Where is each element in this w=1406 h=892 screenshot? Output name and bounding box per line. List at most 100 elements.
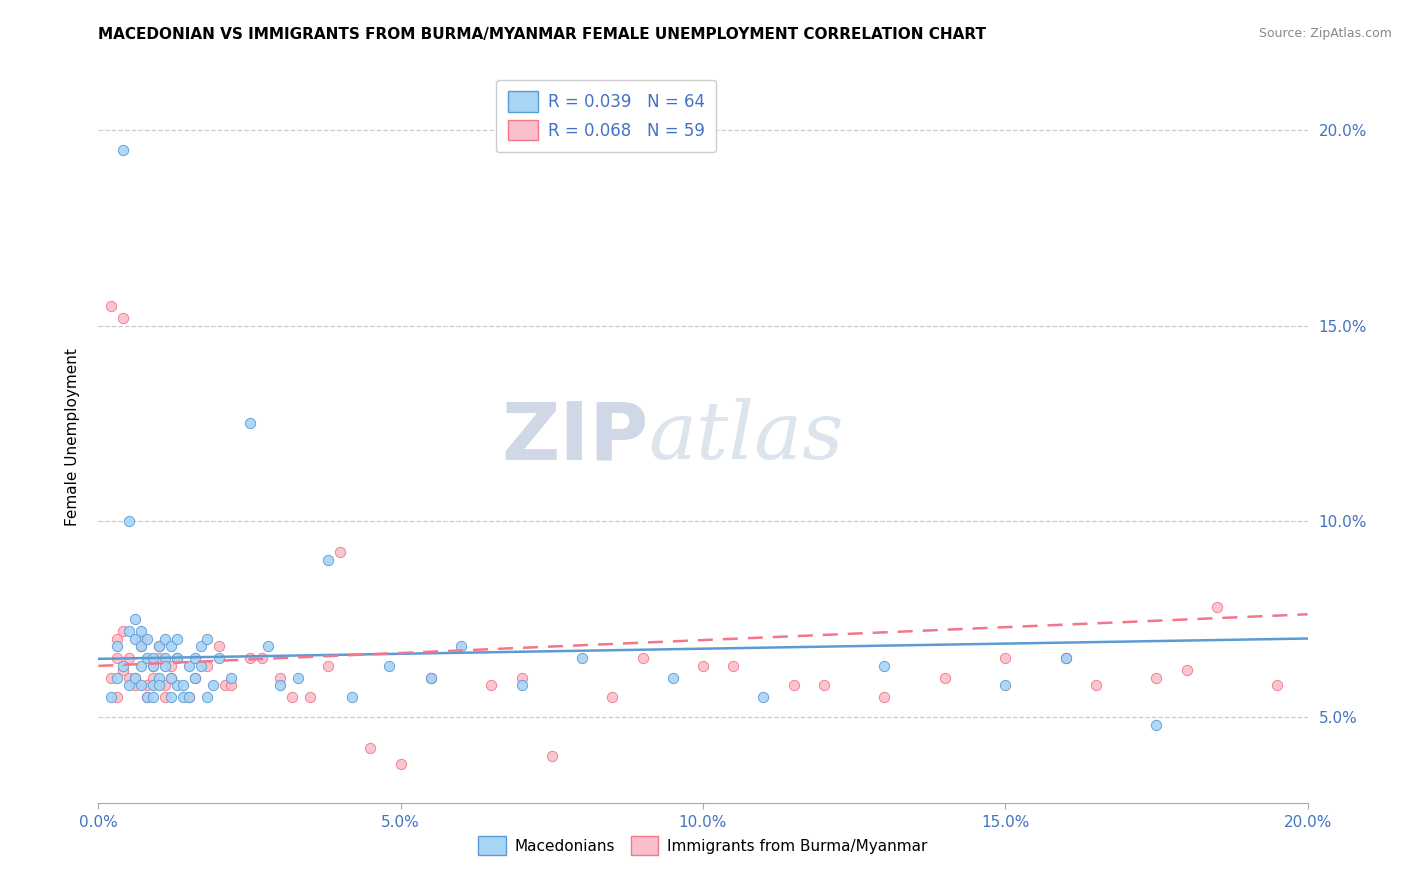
Point [105, 690, 128, 705]
Point [129, 659, 152, 673]
Point [873, 690, 896, 705]
Point [420, 671, 443, 685]
Point [118, 678, 141, 692]
Point [124, 671, 146, 685]
Point [813, 678, 835, 692]
Point [316, 553, 339, 567]
Point [160, 690, 183, 705]
Point [269, 678, 291, 692]
Point [100, 690, 122, 705]
Point [179, 690, 201, 705]
Point [172, 678, 194, 692]
Y-axis label: Female Unemployment: Female Unemployment [65, 348, 80, 526]
Point [994, 651, 1017, 665]
Point [1206, 600, 1229, 615]
Point [179, 690, 201, 705]
Point [873, 659, 896, 673]
Point [661, 671, 683, 685]
Point [153, 632, 176, 646]
Point [510, 678, 533, 692]
Point [287, 671, 309, 685]
Point [105, 640, 128, 654]
Point [166, 651, 188, 665]
Point [281, 690, 304, 705]
Point [450, 640, 472, 654]
Point [105, 651, 128, 665]
Point [299, 690, 322, 705]
Point [1267, 678, 1289, 692]
Point [160, 640, 183, 654]
Point [148, 671, 170, 685]
Point [148, 678, 170, 692]
Point [118, 671, 141, 685]
Point [1144, 717, 1167, 731]
Point [129, 624, 152, 638]
Point [184, 671, 207, 685]
Point [135, 678, 157, 692]
Point [208, 640, 231, 654]
Text: atlas: atlas [648, 399, 844, 475]
Point [316, 659, 339, 673]
Point [481, 678, 503, 692]
Point [571, 651, 593, 665]
Point [153, 690, 176, 705]
Point [602, 690, 624, 705]
Point [420, 671, 443, 685]
Point [752, 690, 775, 705]
Point [142, 651, 165, 665]
Point [1054, 651, 1077, 665]
Point [142, 659, 165, 673]
Point [129, 632, 152, 646]
Point [1085, 678, 1108, 692]
Point [214, 678, 236, 692]
Point [1175, 663, 1198, 677]
Point [239, 417, 262, 431]
Point [148, 651, 170, 665]
Point [142, 659, 165, 673]
Point [631, 651, 654, 665]
Point [142, 690, 165, 705]
Point [269, 671, 291, 685]
Point [124, 678, 146, 692]
Point [250, 651, 273, 665]
Point [100, 671, 122, 685]
Point [1144, 671, 1167, 685]
Point [377, 659, 399, 673]
Point [221, 671, 243, 685]
Point [124, 632, 146, 646]
Point [135, 690, 157, 705]
Point [166, 651, 188, 665]
Point [1054, 651, 1077, 665]
Point [208, 651, 231, 665]
Text: Source: ZipAtlas.com: Source: ZipAtlas.com [1258, 27, 1392, 40]
Point [202, 678, 225, 692]
Point [360, 741, 382, 756]
Point [540, 748, 562, 763]
Point [111, 143, 134, 157]
Point [124, 612, 146, 626]
Point [160, 671, 183, 685]
Point [190, 640, 212, 654]
Point [184, 671, 207, 685]
Point [184, 651, 207, 665]
Point [111, 659, 134, 673]
Point [153, 678, 176, 692]
Text: ZIP: ZIP [502, 398, 648, 476]
Point [172, 690, 194, 705]
Point [111, 624, 134, 638]
Point [105, 632, 128, 646]
Point [166, 678, 188, 692]
Point [135, 651, 157, 665]
Point [129, 678, 152, 692]
Point [195, 632, 218, 646]
Point [195, 659, 218, 673]
Point [195, 690, 218, 705]
Point [129, 640, 152, 654]
Point [179, 659, 201, 673]
Point [142, 671, 165, 685]
Point [783, 678, 806, 692]
Point [118, 651, 141, 665]
Point [934, 671, 956, 685]
Point [129, 640, 152, 654]
Point [111, 663, 134, 677]
